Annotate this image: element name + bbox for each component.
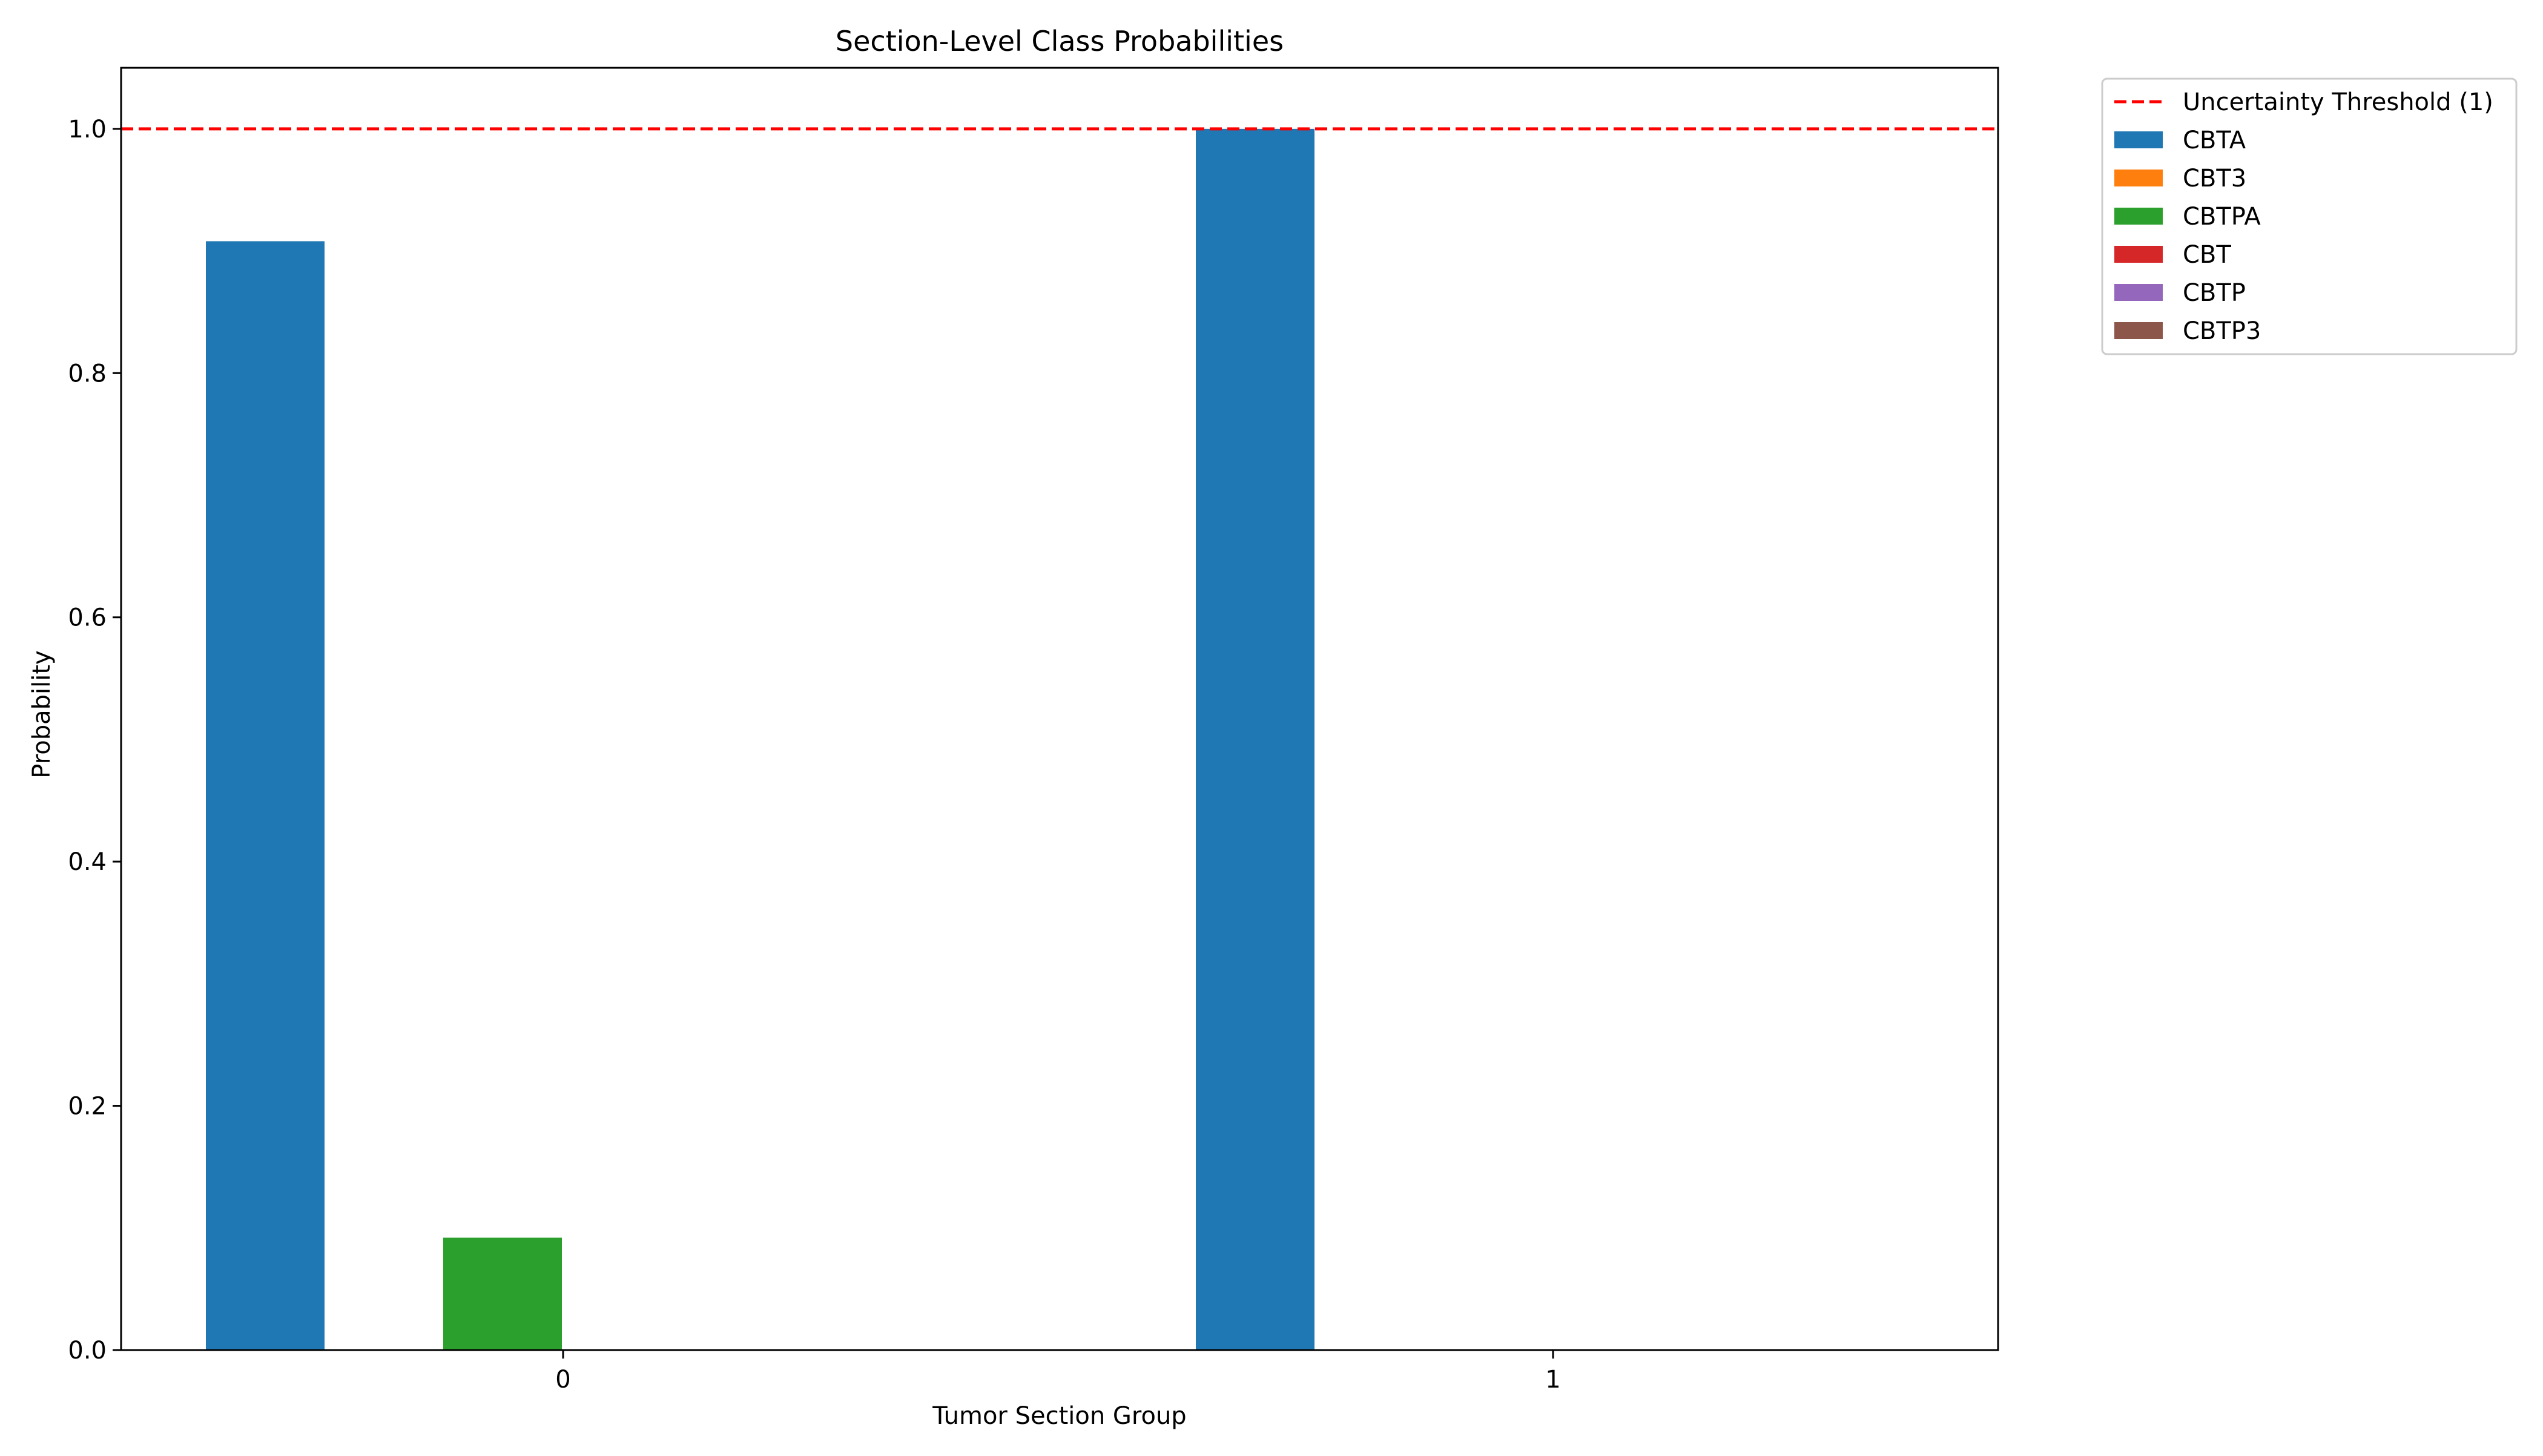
y-axis-label: Probability (28, 650, 56, 778)
legend-swatch-cbtp3 (2114, 322, 2163, 339)
y-tick-label: 0.0 (68, 1337, 107, 1365)
legend-label-cbtp: CBTP (2183, 279, 2246, 307)
plot-area: 0.0 0.2 0.4 0.6 0.8 1.0 0 1 (68, 67, 1999, 1394)
y-tick-label: 0.4 (68, 848, 107, 876)
legend-label-cbt3: CBT3 (2183, 165, 2246, 193)
x-tick-label: 0 (555, 1366, 570, 1394)
plot-frame (120, 67, 1999, 1351)
legend-swatch-cbtpa (2114, 208, 2163, 225)
legend-swatch-cbtp (2114, 284, 2163, 301)
y-tick-label: 0.2 (68, 1093, 107, 1121)
legend-swatch-cbt3 (2114, 170, 2163, 186)
y-tick-label: 0.8 (68, 360, 107, 387)
legend: Uncertainty Threshold (1) CBTA CBT3 CBTPA CB… (2101, 77, 2518, 355)
legend-label-cbtp3: CBTP3 (2183, 317, 2261, 345)
legend-swatch-cbt (2114, 246, 2163, 263)
legend-box (2101, 77, 2518, 355)
legend-threshold-label: Uncertainty Threshold (1) (2183, 88, 2493, 116)
legend-swatch-cbta (2114, 131, 2163, 148)
legend-label-cbt: CBT (2183, 241, 2231, 269)
x-axis-label: Tumor Section Group (932, 1402, 1186, 1430)
legend-label-cbta: CBTA (2183, 127, 2246, 154)
legend-label-cbtpa: CBTPA (2183, 203, 2261, 231)
chart-title: Section-Level Class Probabilities (836, 25, 1284, 58)
y-tick-label: 0.6 (68, 604, 107, 632)
x-tick-label: 1 (1545, 1366, 1560, 1394)
y-tick-label: 1.0 (68, 116, 107, 143)
bar-cbta-group-0 (206, 241, 325, 1350)
bar-cbta-group-1 (1196, 128, 1314, 1350)
bar-cbtpa-group-0 (443, 1237, 562, 1350)
